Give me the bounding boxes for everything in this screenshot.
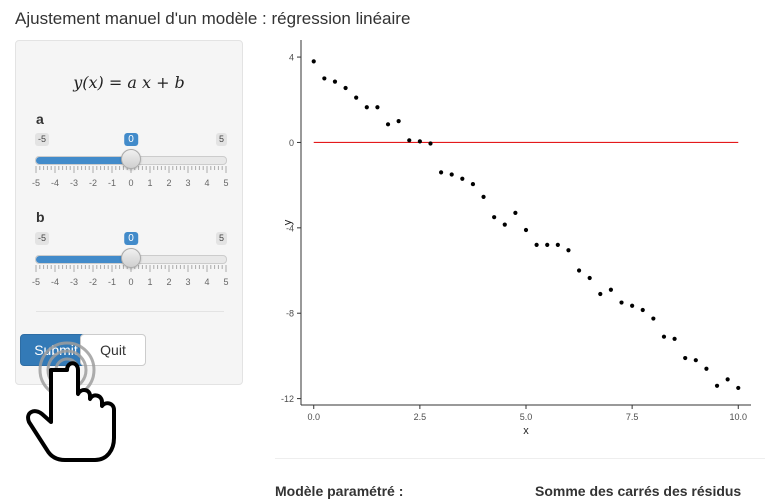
data-point [396, 119, 401, 124]
slider-a-ticks [35, 166, 227, 173]
data-point [322, 76, 327, 81]
slider-tick-label: 1 [147, 178, 153, 188]
x-axis-label: x [523, 425, 529, 437]
x-tick-label: 0.0 [307, 412, 320, 422]
sidebar-divider [36, 311, 224, 312]
data-point [354, 95, 359, 100]
slider-a-label: a [36, 111, 44, 127]
x-tick-label: 2.5 [414, 412, 427, 422]
pointer-hand-icon [26, 341, 116, 462]
slider-tick-label: -5 [31, 178, 41, 188]
slider-tick-label: -3 [69, 178, 79, 188]
slider-tick-label: 5 [223, 277, 229, 287]
sidebar-panel: y(x) = a x + b a -5 5 0 -5 -4 -3 -2 -1 0 1 2 3 4 5… [15, 40, 243, 385]
slider-tick-label: -4 [50, 178, 60, 188]
data-point [619, 300, 624, 305]
data-point [714, 383, 720, 388]
slider-tick-label: 2 [166, 277, 172, 287]
slider-b[interactable]: -5 5 0 -5 -4 -3 -2 -1 0 1 2 3 4 5 [31, 232, 229, 298]
data-point [502, 222, 507, 227]
slider-a-min: -5 [35, 133, 50, 146]
data-point [608, 287, 614, 292]
data-point [736, 385, 741, 391]
data-point [375, 105, 380, 110]
data-point [311, 59, 316, 64]
data-point [407, 138, 412, 143]
slider-tick-label: -1 [107, 277, 117, 287]
data-point [725, 377, 730, 382]
slider-tick-label: -2 [88, 277, 98, 287]
slider-tick-label: 2 [166, 178, 172, 188]
model-formula: y(x) = a x + b [73, 73, 185, 92]
slider-tick-label: 0 [128, 178, 134, 188]
y-tick-label: -4 [286, 223, 294, 233]
slider-tick-label: 0 [128, 277, 134, 287]
data-point [417, 139, 422, 144]
y-tick-label: -12 [281, 394, 294, 404]
data-point [598, 291, 603, 297]
slider-tick-label: 3 [185, 277, 191, 287]
data-point [470, 181, 476, 187]
y-tick-label: 0 [289, 138, 294, 148]
slider-a-max: 5 [215, 133, 227, 146]
data-point [672, 336, 677, 341]
data-point [492, 215, 497, 220]
slider-a-handle[interactable] [121, 149, 141, 169]
data-point [385, 122, 391, 127]
data-point [438, 170, 444, 175]
slider-tick-label: 4 [204, 178, 210, 188]
data-point [651, 316, 656, 321]
y-tick-label: -8 [286, 309, 294, 319]
slider-b-label: b [36, 209, 45, 225]
slider-b-handle[interactable] [121, 248, 141, 268]
slider-a-fill [36, 157, 131, 164]
data-point [513, 210, 518, 215]
slider-tick-label: -5 [31, 277, 41, 287]
data-point [704, 366, 709, 371]
data-point [693, 358, 698, 363]
rss-heading: Somme des carrés des résidus [535, 483, 742, 499]
data-point [364, 105, 369, 110]
slider-tick-label: 4 [204, 277, 210, 287]
slider-b-fill [36, 256, 131, 263]
data-point [683, 355, 688, 361]
data-point [481, 194, 486, 199]
y-axis-label: y [282, 219, 294, 225]
slider-b-min: -5 [35, 232, 50, 245]
model-heading: Modèle paramétré : [275, 483, 404, 499]
data-point [587, 275, 592, 281]
slider-tick-label: -3 [69, 277, 79, 287]
data-point [343, 85, 348, 91]
y-tick-label: 4 [289, 53, 294, 63]
data-point [640, 307, 645, 313]
slider-a[interactable]: -5 5 0 -5 -4 -3 -2 -1 0 1 2 3 4 5 [31, 133, 229, 199]
data-point [460, 176, 465, 181]
slider-tick-label: -4 [50, 277, 60, 287]
x-tick-label: 5.0 [520, 412, 533, 422]
data-point [332, 79, 338, 84]
data-point [566, 248, 571, 253]
data-point [523, 227, 529, 233]
data-point [428, 141, 433, 146]
x-tick-label: 7.5 [626, 412, 639, 422]
slider-tick-label: -1 [107, 178, 117, 188]
slider-tick-label: -2 [88, 178, 98, 188]
results-divider [275, 458, 765, 459]
data-point [576, 268, 582, 273]
slider-tick-label: 3 [185, 178, 191, 188]
slider-tick-label: 5 [223, 178, 229, 188]
slider-tick-label: 1 [147, 277, 153, 287]
data-point [555, 242, 560, 248]
page-title: Ajustement manuel d'un modèle : régressi… [15, 9, 411, 28]
scatter-plot: 4 0 -4 -8 -12 0.0 2.5 5.0 7.5 10.0 x y [281, 40, 751, 437]
slider-b-max: 5 [215, 232, 227, 245]
x-tick-label: 10.0 [729, 412, 747, 422]
data-point [449, 172, 454, 177]
data-point [545, 242, 550, 248]
slider-b-value: 0 [124, 232, 138, 245]
data-point [630, 303, 635, 308]
data-point [534, 242, 539, 248]
data-point [661, 334, 667, 339]
slider-a-value: 0 [124, 133, 138, 146]
